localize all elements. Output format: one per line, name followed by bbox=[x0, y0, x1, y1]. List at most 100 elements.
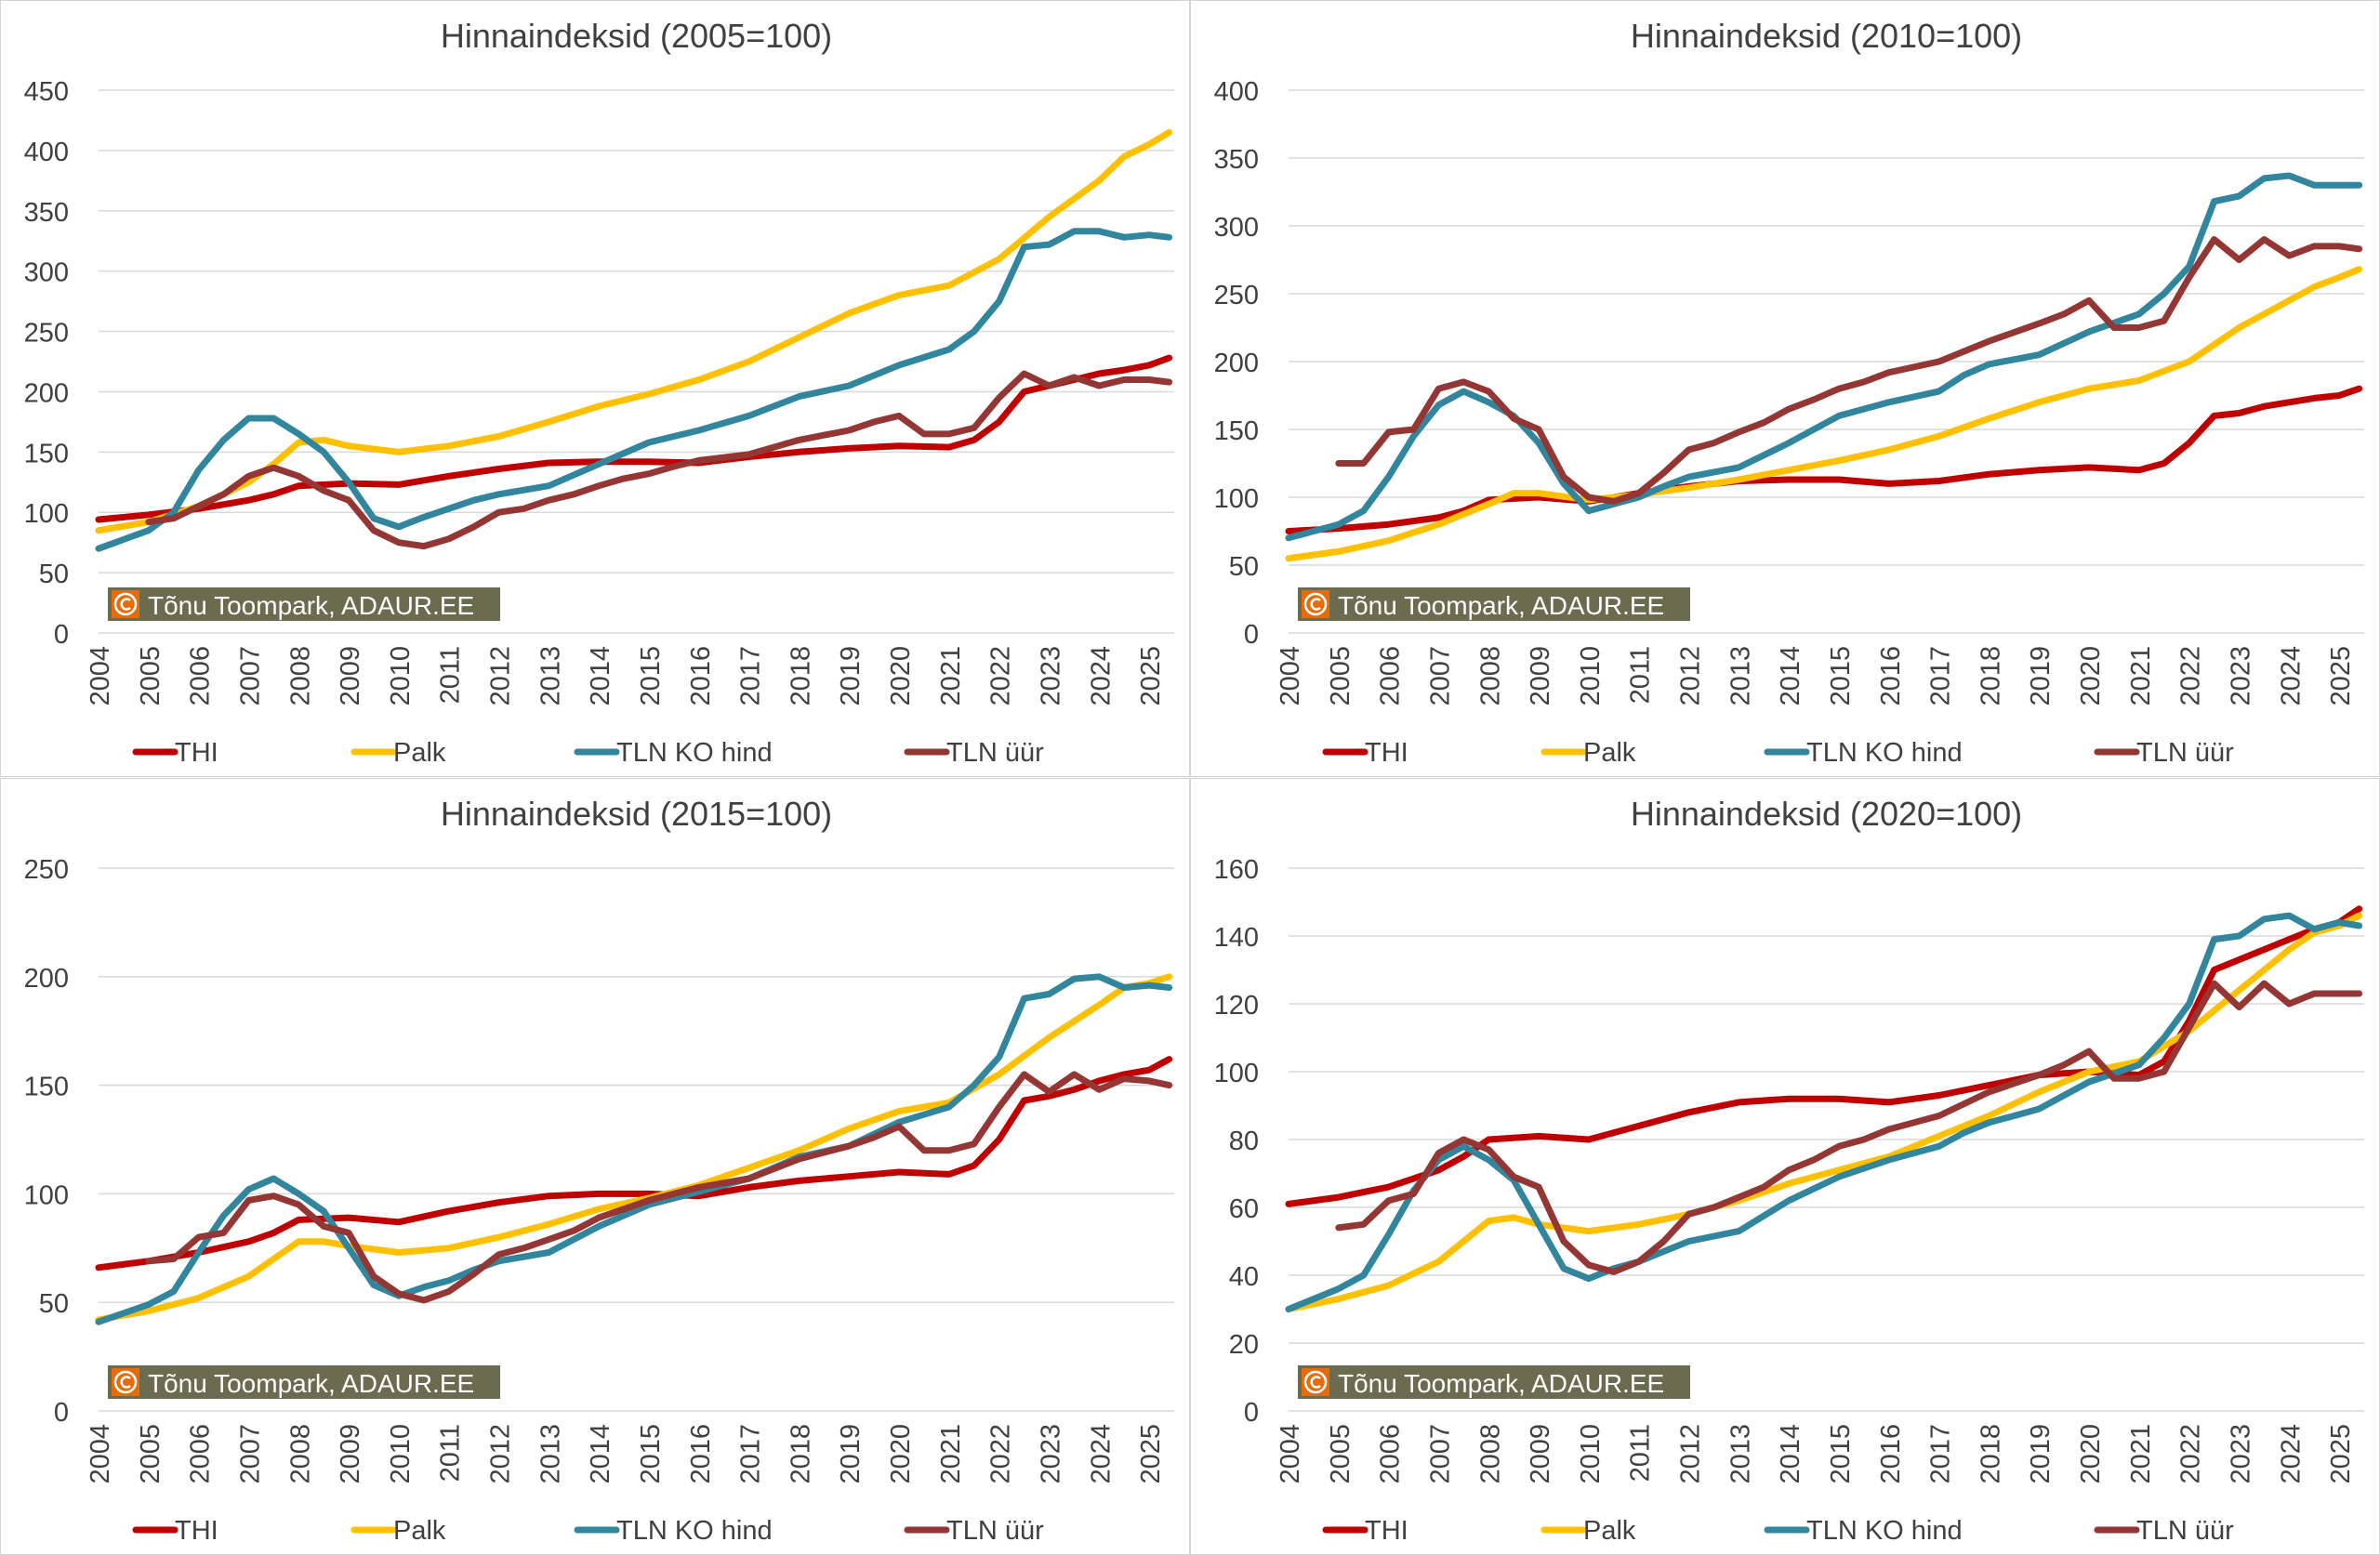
x-tick-label: 2014 bbox=[586, 646, 615, 706]
x-tick-label: 2021 bbox=[936, 1424, 966, 1484]
chart-svg: Hinnaindeksid (2005=100) 0 50 100 150 200 250 3… bbox=[24, 17, 1174, 768]
series-line-thi bbox=[95, 1056, 1173, 1272]
legend-label: Palk bbox=[393, 1516, 446, 1546]
x-tick-label: 2012 bbox=[486, 646, 516, 706]
y-tick-label: 120 bbox=[1214, 991, 1259, 1021]
x-tick-label: 2010 bbox=[1576, 1424, 1606, 1484]
y-tick-label: 250 bbox=[1214, 281, 1259, 310]
x-tick-label: 2015 bbox=[1826, 1424, 1856, 1484]
watermark-box bbox=[106, 1364, 502, 1401]
chart-panel: Hinnaindeksid (2015=100) 0 50 100 150 200 250 2… bbox=[0, 778, 1190, 1555]
y-tick-label: 40 bbox=[1229, 1262, 1259, 1292]
x-tick-label: 2007 bbox=[235, 646, 265, 706]
watermark-text: Tõnu Toompark, ADAUR.EE bbox=[1338, 1369, 1664, 1398]
y-tick-label: 300 bbox=[1214, 213, 1259, 243]
series-line-tln_ko bbox=[95, 973, 1173, 1325]
legend-label: TLN üür bbox=[946, 1516, 1044, 1546]
x-tick-label: 2022 bbox=[986, 646, 1016, 706]
x-tick-label: 2006 bbox=[186, 646, 216, 706]
x-tick-label: 2017 bbox=[736, 1424, 766, 1484]
x-tick-label: 2025 bbox=[1136, 646, 1166, 706]
x-tick-label: 2016 bbox=[686, 1424, 716, 1484]
y-tick-label: 150 bbox=[24, 1073, 69, 1102]
series-line-tln_ko bbox=[1285, 172, 2363, 542]
series-line-tln_ko bbox=[1285, 912, 2363, 1312]
x-tick-label: 2025 bbox=[1136, 1424, 1166, 1484]
x-tick-label: 2018 bbox=[1976, 1424, 2005, 1484]
x-tick-label: 2008 bbox=[1475, 1424, 1505, 1484]
x-tick-label: 2007 bbox=[1425, 646, 1455, 706]
x-tick-label: 2016 bbox=[1876, 1424, 1906, 1484]
x-tick-label: 2005 bbox=[136, 1424, 165, 1484]
legend-label: THI bbox=[175, 1516, 218, 1546]
x-tick-label: 2020 bbox=[886, 646, 916, 706]
series-line-tln_uur bbox=[1335, 980, 2363, 1275]
copyright-icon-ring bbox=[1303, 592, 1328, 616]
watermark-box bbox=[1296, 586, 1692, 623]
watermark-box bbox=[106, 586, 502, 623]
x-tick-label: 2017 bbox=[1926, 1424, 1956, 1484]
watermark: Tõnu Toompark, ADAUR.EE bbox=[1296, 1364, 1692, 1401]
copyright-icon-ring bbox=[113, 592, 138, 616]
y-tick-label: 350 bbox=[1214, 145, 1259, 175]
x-tick-label: 2016 bbox=[686, 646, 716, 706]
x-tick-label: 2024 bbox=[2276, 646, 2306, 706]
legend-label: THI bbox=[175, 738, 218, 768]
x-tick-label: 2009 bbox=[336, 1424, 365, 1484]
x-tick-label: 2015 bbox=[636, 1424, 666, 1484]
y-tick-label: 150 bbox=[1214, 416, 1259, 446]
x-tick-label: 2005 bbox=[1326, 646, 1355, 706]
legend-label: THI bbox=[1365, 1516, 1408, 1546]
y-tick-label: 0 bbox=[1244, 620, 1259, 650]
x-tick-label: 2014 bbox=[1776, 646, 1805, 706]
x-tick-label: 2019 bbox=[2026, 646, 2056, 706]
watermark-text: Tõnu Toompark, ADAUR.EE bbox=[1338, 591, 1664, 620]
y-tick-label: 400 bbox=[1214, 77, 1259, 107]
x-tick-label: 2011 bbox=[436, 1424, 466, 1482]
x-tick-label: 2021 bbox=[2126, 646, 2156, 706]
x-tick-label: 2010 bbox=[386, 646, 416, 706]
series-line-tln_uur bbox=[145, 370, 1173, 550]
x-tick-label: 2013 bbox=[1726, 1424, 1755, 1484]
x-tick-label: 2023 bbox=[1036, 646, 1065, 706]
chart-svg: Hinnaindeksid (2010=100) 0 50 100 150 200 250 3… bbox=[1214, 17, 2364, 768]
x-tick-label: 2025 bbox=[2326, 646, 2356, 706]
x-tick-label: 2008 bbox=[285, 646, 315, 706]
x-tick-label: 2023 bbox=[1036, 1424, 1065, 1484]
x-tick-label: 2004 bbox=[86, 646, 115, 706]
copyright-icon-c bbox=[1310, 598, 1321, 611]
x-tick-label: 2007 bbox=[235, 1424, 265, 1484]
x-tick-label: 2011 bbox=[436, 646, 466, 704]
x-tick-label: 2018 bbox=[786, 646, 815, 706]
x-tick-label: 2020 bbox=[886, 1424, 916, 1484]
y-tick-label: 100 bbox=[24, 1180, 69, 1210]
x-tick-label: 2024 bbox=[2276, 1424, 2306, 1484]
legend-label: TLN üür bbox=[2136, 738, 2234, 768]
y-tick-label: 140 bbox=[1214, 923, 1259, 953]
x-tick-label: 2019 bbox=[2026, 1424, 2056, 1484]
chart-panel: Hinnaindeksid (2005=100) 0 50 100 150 200 250 3… bbox=[0, 0, 1190, 777]
y-tick-label: 0 bbox=[54, 620, 69, 650]
watermark-box bbox=[1296, 1364, 1692, 1401]
chart-title: Hinnaindeksid (2010=100) bbox=[1631, 17, 2022, 55]
y-tick-label: 160 bbox=[1214, 855, 1259, 885]
x-tick-label: 2006 bbox=[1376, 646, 1406, 706]
x-tick-label: 2004 bbox=[1276, 646, 1305, 706]
x-tick-label: 2012 bbox=[486, 1424, 516, 1484]
legend-label: Palk bbox=[1583, 738, 1636, 768]
x-tick-label: 2012 bbox=[1676, 1424, 1706, 1484]
y-tick-label: 300 bbox=[24, 258, 69, 288]
x-tick-label: 2022 bbox=[2176, 1424, 2206, 1484]
legend-label: Palk bbox=[393, 738, 446, 768]
legend-label: TLN KO hind bbox=[616, 1516, 773, 1546]
chart-svg: Hinnaindeksid (2015=100) 0 50 100 150 200 250 2… bbox=[24, 795, 1174, 1546]
y-tick-label: 50 bbox=[39, 1289, 69, 1319]
y-tick-label: 250 bbox=[24, 855, 69, 885]
x-tick-label: 2013 bbox=[536, 1424, 565, 1484]
chart-svg: Hinnaindeksid (2020=100) 0 20 40 60 80 100 120 1… bbox=[1214, 795, 2364, 1546]
chart-title: Hinnaindeksid (2015=100) bbox=[441, 795, 832, 833]
x-tick-label: 2013 bbox=[1726, 646, 1755, 706]
y-tick-label: 200 bbox=[1214, 349, 1259, 378]
x-tick-label: 2025 bbox=[2326, 1424, 2356, 1484]
